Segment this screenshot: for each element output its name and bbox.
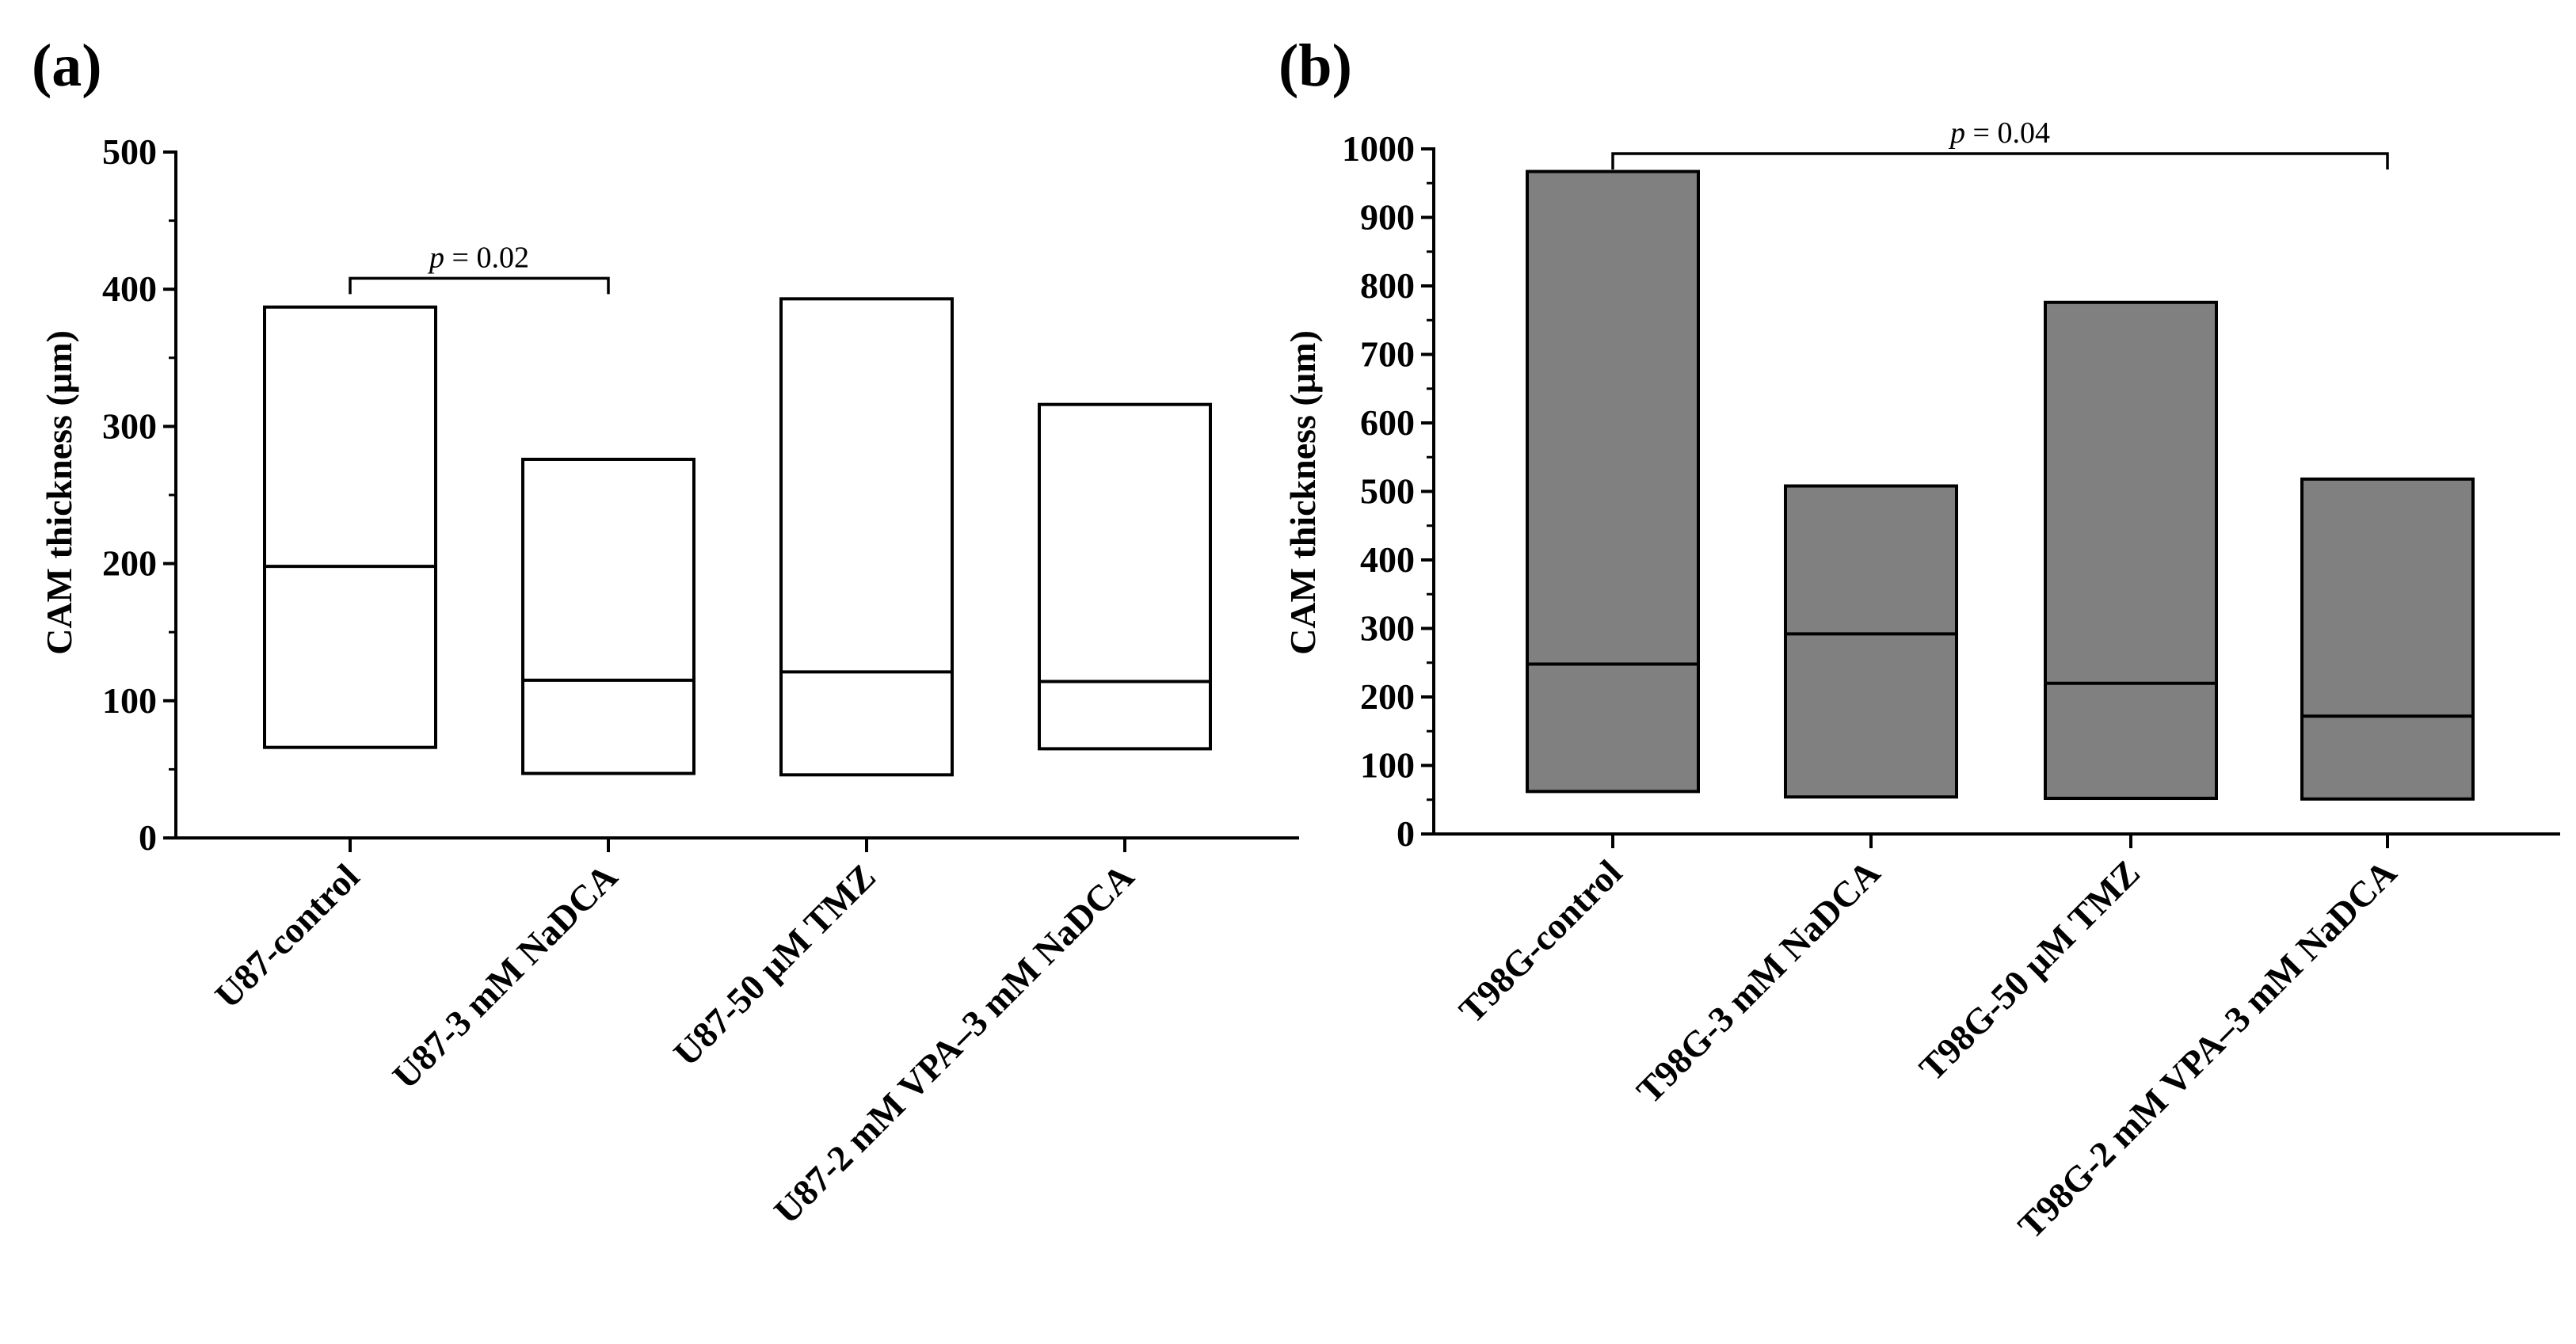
- panel-b-significance: p = 0.04: [1611, 116, 2389, 170]
- panel-a-category-label-1: U87-control: [207, 856, 367, 1016]
- panel-b-y-tick-label: 800: [1360, 265, 1415, 306]
- panel-b-axes: [1432, 147, 2560, 848]
- panel-b-y-axis-title: CAM thickness (µm): [1282, 330, 1323, 655]
- panel-a-y-tick-label: 500: [102, 131, 157, 172]
- panel-b-category-labels: T98G-control T98G-3 mM NaDCA T98G-50 µM TM…: [1451, 852, 2404, 1246]
- panel-b-p-number: = 0.04: [1965, 116, 2050, 150]
- panel-a-significance-bracket: [349, 276, 610, 295]
- panel-a-significance: p = 0.02: [349, 241, 610, 295]
- panel-b-y-tick-label: 900: [1360, 197, 1415, 238]
- panel-b-category-label-1: T98G-control: [1451, 852, 1629, 1030]
- panel-a-box-2: [521, 457, 695, 775]
- panel-a-p-number: = 0.02: [444, 241, 529, 274]
- panel-b-box-1: [1526, 169, 1700, 794]
- panel-b-p-symbol: p: [1948, 116, 1965, 150]
- panel-b-box-2: [1784, 484, 1958, 799]
- panel-a-category-label-2: U87-3 mM NaDCA: [385, 856, 625, 1096]
- panel-b-box-4: [2300, 477, 2475, 801]
- panel-b-y-tick-label: 500: [1360, 471, 1415, 512]
- panel-b: (b) CAM thickness (µm) 0 100 200 300 400 500 6…: [1278, 32, 2560, 1246]
- panel-b-y-tick-label: 400: [1360, 539, 1415, 580]
- panel-a-y-tick-label: 0: [139, 817, 157, 858]
- panel-a: (a) CAM thickness (µm) 0100200300400500 …: [32, 32, 1299, 1232]
- panel-b-category-label-3: T98G-50 µM TMZ: [1911, 852, 2147, 1088]
- panel-a-category-labels: U87-control U87-3 mM NaDCA U87-50 µM TMZU8…: [207, 856, 1141, 1232]
- panel-b-significance-bracket: [1611, 152, 2389, 170]
- panel-b-y-tick-label: 0: [1397, 813, 1415, 854]
- panel-b-p-value: p = 0.04: [1948, 116, 2050, 150]
- panel-a-axes: [174, 150, 1299, 852]
- panel-a-boxes: [263, 297, 1212, 777]
- panel-a-y-axis-title: CAM thickness (µm): [39, 330, 79, 655]
- panel-a-y-tick-label: 300: [102, 405, 157, 446]
- panel-a-label: (a): [32, 32, 102, 99]
- panel-b-y-tick-label: 600: [1360, 402, 1415, 443]
- panel-b-category-label-2: T98G-3 mM NaDCA: [1629, 852, 1888, 1111]
- panel-b-box-3: [2044, 300, 2218, 801]
- panel-a-p-symbol: p: [427, 241, 444, 274]
- panel-b-label: (b): [1278, 32, 1352, 99]
- panel-a-box-3: [779, 297, 954, 777]
- panel-a-y-tick-label: 200: [102, 543, 157, 584]
- panel-a-y-ticks: 0 100 200 300 400 500: [102, 131, 176, 858]
- panel-a-box-1: [263, 305, 437, 749]
- panel-a-box-4: [1038, 402, 1212, 751]
- panel-b-y-tick-label: 100: [1360, 745, 1415, 786]
- panel-b-boxes: [1526, 169, 2475, 801]
- panel-a-y-tick-label: 400: [102, 268, 157, 309]
- panel-a-category-label-3: U87-50 µM TMZ: [665, 856, 883, 1074]
- panel-b-y-tick-label: 200: [1360, 676, 1415, 717]
- panel-a-p-value: p = 0.02: [427, 241, 529, 274]
- panel-a-y-tick-label: 100: [102, 680, 157, 721]
- panel-b-y-tick-label: 700: [1360, 334, 1415, 375]
- panel-b-y-tick-label: 1000: [1342, 128, 1415, 169]
- panel-b-y-tick-label: 300: [1360, 608, 1415, 649]
- panel-b-y-ticks: 0 100 200 300 400 500 600 700 800 900 1000: [1342, 128, 1434, 854]
